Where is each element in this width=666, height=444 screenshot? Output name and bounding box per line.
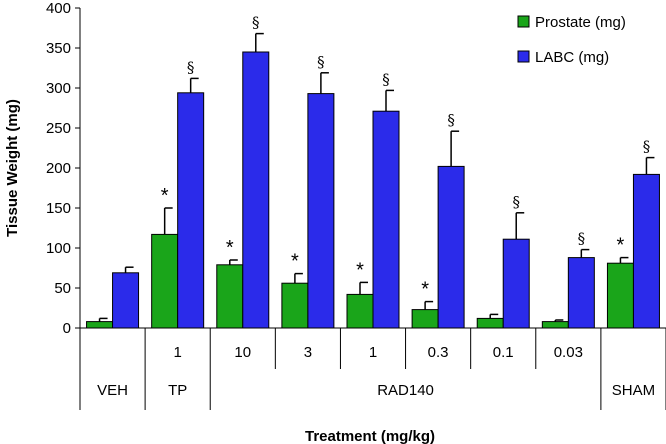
group-label: SHAM — [612, 382, 655, 399]
y-axis-title: Tissue Weight (mg) — [4, 99, 21, 237]
significance-asterisk: * — [356, 259, 364, 281]
significance-asterisk: * — [421, 279, 429, 301]
bar-prostate — [411, 309, 439, 329]
legend: Prostate (mg) LABC (mg) — [517, 14, 626, 66]
y-axis: 0 50 100 150 200 250 300 350 400 — [46, 0, 81, 337]
bar-labc — [177, 92, 205, 329]
dose-label: 0.1 — [493, 344, 514, 361]
bar-labc — [372, 110, 400, 329]
bar-labc — [242, 51, 270, 329]
bar-labc — [112, 272, 140, 329]
significance-asterisk: * — [617, 235, 625, 257]
bar-prostate — [476, 317, 504, 329]
dose-label: 10 — [234, 344, 251, 361]
bar-labc — [567, 257, 595, 329]
x-axis-title: Treatment (mg/kg) — [305, 428, 435, 444]
legend-swatch — [517, 50, 530, 63]
bar-labc — [632, 173, 660, 329]
significance-section-mark: § — [578, 230, 586, 248]
significance-asterisk: * — [226, 237, 234, 259]
bar-prostate — [541, 321, 569, 329]
y-tick-label: 50 — [54, 280, 71, 297]
dose-label: 0.03 — [554, 344, 583, 361]
dose-label: 1 — [173, 344, 181, 361]
bar-prostate — [86, 321, 114, 329]
y-tick-label: 250 — [46, 120, 71, 137]
y-tick-label: 300 — [46, 80, 71, 97]
significance-section-mark: § — [512, 193, 520, 211]
category-table: 1 10 3 1 0.3 0.1 0.03 VEH TP RAD140 SHAM — [79, 327, 666, 410]
group-label: VEH — [97, 382, 128, 399]
significance-section-mark: § — [382, 70, 390, 88]
significance-asterisk: * — [161, 185, 169, 207]
significance-section-mark: § — [187, 58, 195, 76]
significance-section-mark: § — [317, 53, 325, 71]
bar-labc — [437, 165, 465, 329]
y-tick-label: 350 — [46, 40, 71, 57]
y-tick-label: 100 — [46, 240, 71, 257]
dose-label: 1 — [369, 344, 377, 361]
group-label: RAD140 — [377, 382, 434, 399]
bar-labc — [502, 238, 530, 329]
legend-label: LABC (mg) — [535, 49, 609, 66]
y-tick-label: 400 — [46, 0, 71, 17]
legend-label: Prostate (mg) — [535, 14, 626, 31]
bar-labc — [307, 93, 335, 329]
group-label: TP — [168, 382, 187, 399]
dose-label: 0.3 — [428, 344, 449, 361]
significance-section-mark: § — [643, 138, 651, 156]
y-tick-label: 0 — [63, 320, 71, 337]
bar-prostate — [606, 262, 634, 329]
bar-prostate — [151, 233, 179, 329]
y-tick-label: 150 — [46, 200, 71, 217]
legend-swatch — [517, 15, 530, 28]
significance-section-mark: § — [447, 111, 455, 129]
bar-prostate — [281, 282, 309, 329]
dose-label: 3 — [304, 344, 312, 361]
y-tick-label: 200 — [46, 160, 71, 177]
bar-prostate — [346, 293, 374, 329]
significance-asterisk: * — [291, 251, 299, 273]
significance-section-mark: § — [252, 14, 260, 32]
bar-prostate — [216, 264, 244, 329]
